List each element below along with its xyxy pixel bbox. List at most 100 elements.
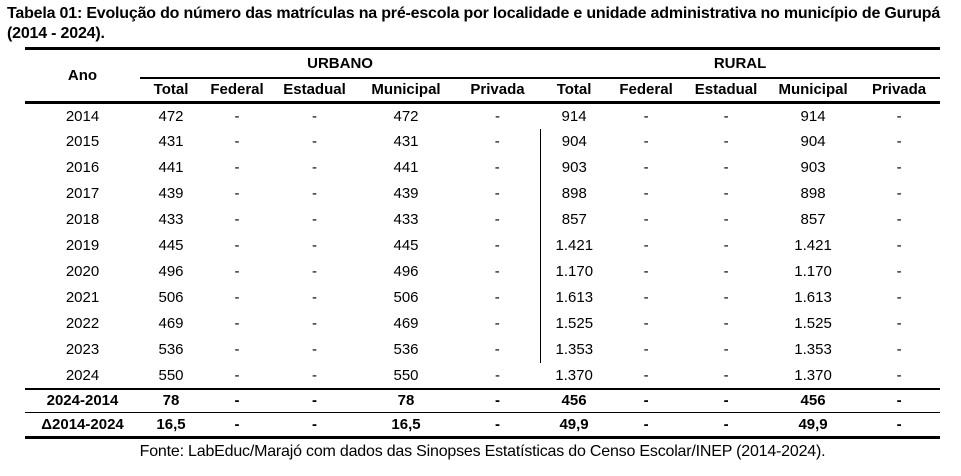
year-cell: 2019 bbox=[65, 237, 100, 254]
value-cell: - bbox=[643, 107, 649, 125]
row-2021: 2021 506 - - 506 - 1.613 - - 1.613 - bbox=[25, 284, 940, 311]
value-cell: - bbox=[312, 366, 317, 384]
value-cell: 439 bbox=[158, 185, 184, 202]
value-cell: - bbox=[608, 412, 685, 438]
value-cell: - bbox=[455, 412, 541, 438]
row-2024: 2024 550 - - 550 - 1.370 - - 1.370 - bbox=[25, 363, 940, 389]
value-cell: 914 bbox=[800, 107, 826, 125]
value-cell: 1.613 bbox=[539, 284, 609, 311]
value-cell: - bbox=[896, 185, 902, 202]
value-cell: 1.353 bbox=[794, 341, 832, 358]
value-cell: - bbox=[896, 289, 902, 306]
value-cell: - bbox=[494, 133, 500, 150]
col-header-urbano-total: Total bbox=[140, 77, 202, 104]
value-cell: - bbox=[896, 237, 902, 254]
value-cell: - bbox=[495, 366, 501, 384]
value-cell: 506 bbox=[158, 289, 184, 306]
value-cell: - bbox=[312, 315, 317, 332]
value-cell: - bbox=[684, 387, 769, 413]
value-cell: - bbox=[896, 107, 902, 125]
value-cell: - bbox=[858, 387, 941, 413]
year-cell: 2020 bbox=[65, 263, 100, 280]
value-cell: - bbox=[234, 366, 240, 384]
value-cell: 914 bbox=[561, 107, 587, 125]
value-cell: - bbox=[312, 211, 317, 228]
value-cell: - bbox=[234, 237, 240, 254]
group-header-row: Ano URBANO RURAL bbox=[25, 48, 941, 104]
value-cell: - bbox=[312, 133, 317, 150]
row-2020: 2020 496 - - 496 - 1.170 - - 1.170 - bbox=[25, 258, 940, 285]
value-cell: - bbox=[723, 315, 729, 332]
value-cell: 506 bbox=[393, 289, 419, 306]
value-cell: - bbox=[723, 366, 729, 384]
value-cell: - bbox=[494, 185, 500, 202]
value-cell: 49,9 bbox=[540, 412, 609, 438]
col-header-rural-federal: Federal bbox=[608, 77, 685, 104]
year-cell: 2017 bbox=[65, 185, 100, 202]
value-cell: 433 bbox=[158, 211, 184, 228]
value-cell: - bbox=[494, 159, 500, 176]
value-cell: 445 bbox=[393, 237, 419, 254]
value-cell: 904 bbox=[539, 128, 609, 155]
value-cell: - bbox=[643, 263, 649, 280]
value-cell: - bbox=[312, 185, 317, 202]
value-cell: - bbox=[723, 289, 729, 306]
value-cell: - bbox=[684, 412, 769, 438]
value-cell: - bbox=[896, 211, 902, 228]
value-cell: - bbox=[455, 387, 541, 413]
value-cell: 456 bbox=[540, 387, 609, 413]
value-cell: - bbox=[643, 315, 649, 332]
corner-header-ano: Ano bbox=[25, 48, 140, 104]
value-cell: - bbox=[202, 412, 272, 438]
year-cell: 2023 bbox=[65, 341, 100, 358]
value-cell: - bbox=[643, 341, 649, 358]
value-cell: - bbox=[312, 237, 317, 254]
row-2016: 2016 441 - - 441 - 903 - - 903 - bbox=[25, 154, 940, 181]
value-cell: - bbox=[643, 159, 649, 176]
year-cell: 2014 bbox=[65, 107, 100, 125]
value-cell: - bbox=[272, 387, 357, 413]
value-cell: 536 bbox=[393, 341, 419, 358]
value-cell: - bbox=[272, 412, 357, 438]
value-cell: 1.613 bbox=[794, 289, 832, 306]
value-cell: 441 bbox=[158, 159, 184, 176]
value-cell: 445 bbox=[158, 237, 184, 254]
col-header-urbano-municipal: Municipal bbox=[357, 77, 455, 104]
year-cell: 2018 bbox=[65, 211, 100, 228]
value-cell: - bbox=[312, 159, 317, 176]
value-cell: - bbox=[723, 211, 729, 228]
value-cell: - bbox=[312, 341, 317, 358]
value-cell: 472 bbox=[158, 107, 184, 125]
col-header-urbano-privada: Privada bbox=[455, 77, 541, 104]
value-cell: - bbox=[234, 263, 240, 280]
value-cell: - bbox=[312, 263, 317, 280]
value-cell: - bbox=[723, 159, 729, 176]
group-header-rural: RURAL bbox=[540, 48, 941, 79]
source-note: Fonte: LabEduc/Marajó com dados das Sino… bbox=[139, 443, 826, 460]
row-2014: 2014 472 - - 472 - 914 - - 914 - bbox=[25, 103, 940, 129]
value-cell: 898 bbox=[539, 180, 609, 207]
value-cell: - bbox=[202, 387, 272, 413]
value-cell: - bbox=[234, 211, 240, 228]
value-cell: - bbox=[896, 341, 902, 358]
value-cell: 536 bbox=[158, 341, 184, 358]
value-cell: 1.170 bbox=[539, 258, 609, 285]
table-title: Tabela 01: Evolução do número das matríc… bbox=[7, 5, 941, 42]
sub-header-row: Total Federal Estadual Municipal Privada… bbox=[25, 77, 941, 104]
value-cell: - bbox=[896, 315, 902, 332]
value-cell: - bbox=[723, 133, 729, 150]
value-cell: 1.370 bbox=[555, 366, 593, 384]
value-cell: 439 bbox=[393, 185, 419, 202]
value-cell: - bbox=[234, 107, 240, 125]
year-cell: 2022 bbox=[65, 315, 100, 332]
value-cell: - bbox=[608, 387, 685, 413]
value-cell: - bbox=[494, 211, 500, 228]
value-cell: - bbox=[643, 237, 649, 254]
summary-label-cell: 2024-2014 bbox=[25, 387, 140, 413]
value-cell: 49,9 bbox=[768, 412, 859, 438]
value-cell: 431 bbox=[393, 133, 419, 150]
summary-row-diff: 2024-2014 78 - - 78 - 456 - - 456 - bbox=[25, 387, 941, 413]
value-cell: - bbox=[896, 133, 902, 150]
value-cell: - bbox=[723, 185, 729, 202]
value-cell: 903 bbox=[539, 154, 609, 181]
